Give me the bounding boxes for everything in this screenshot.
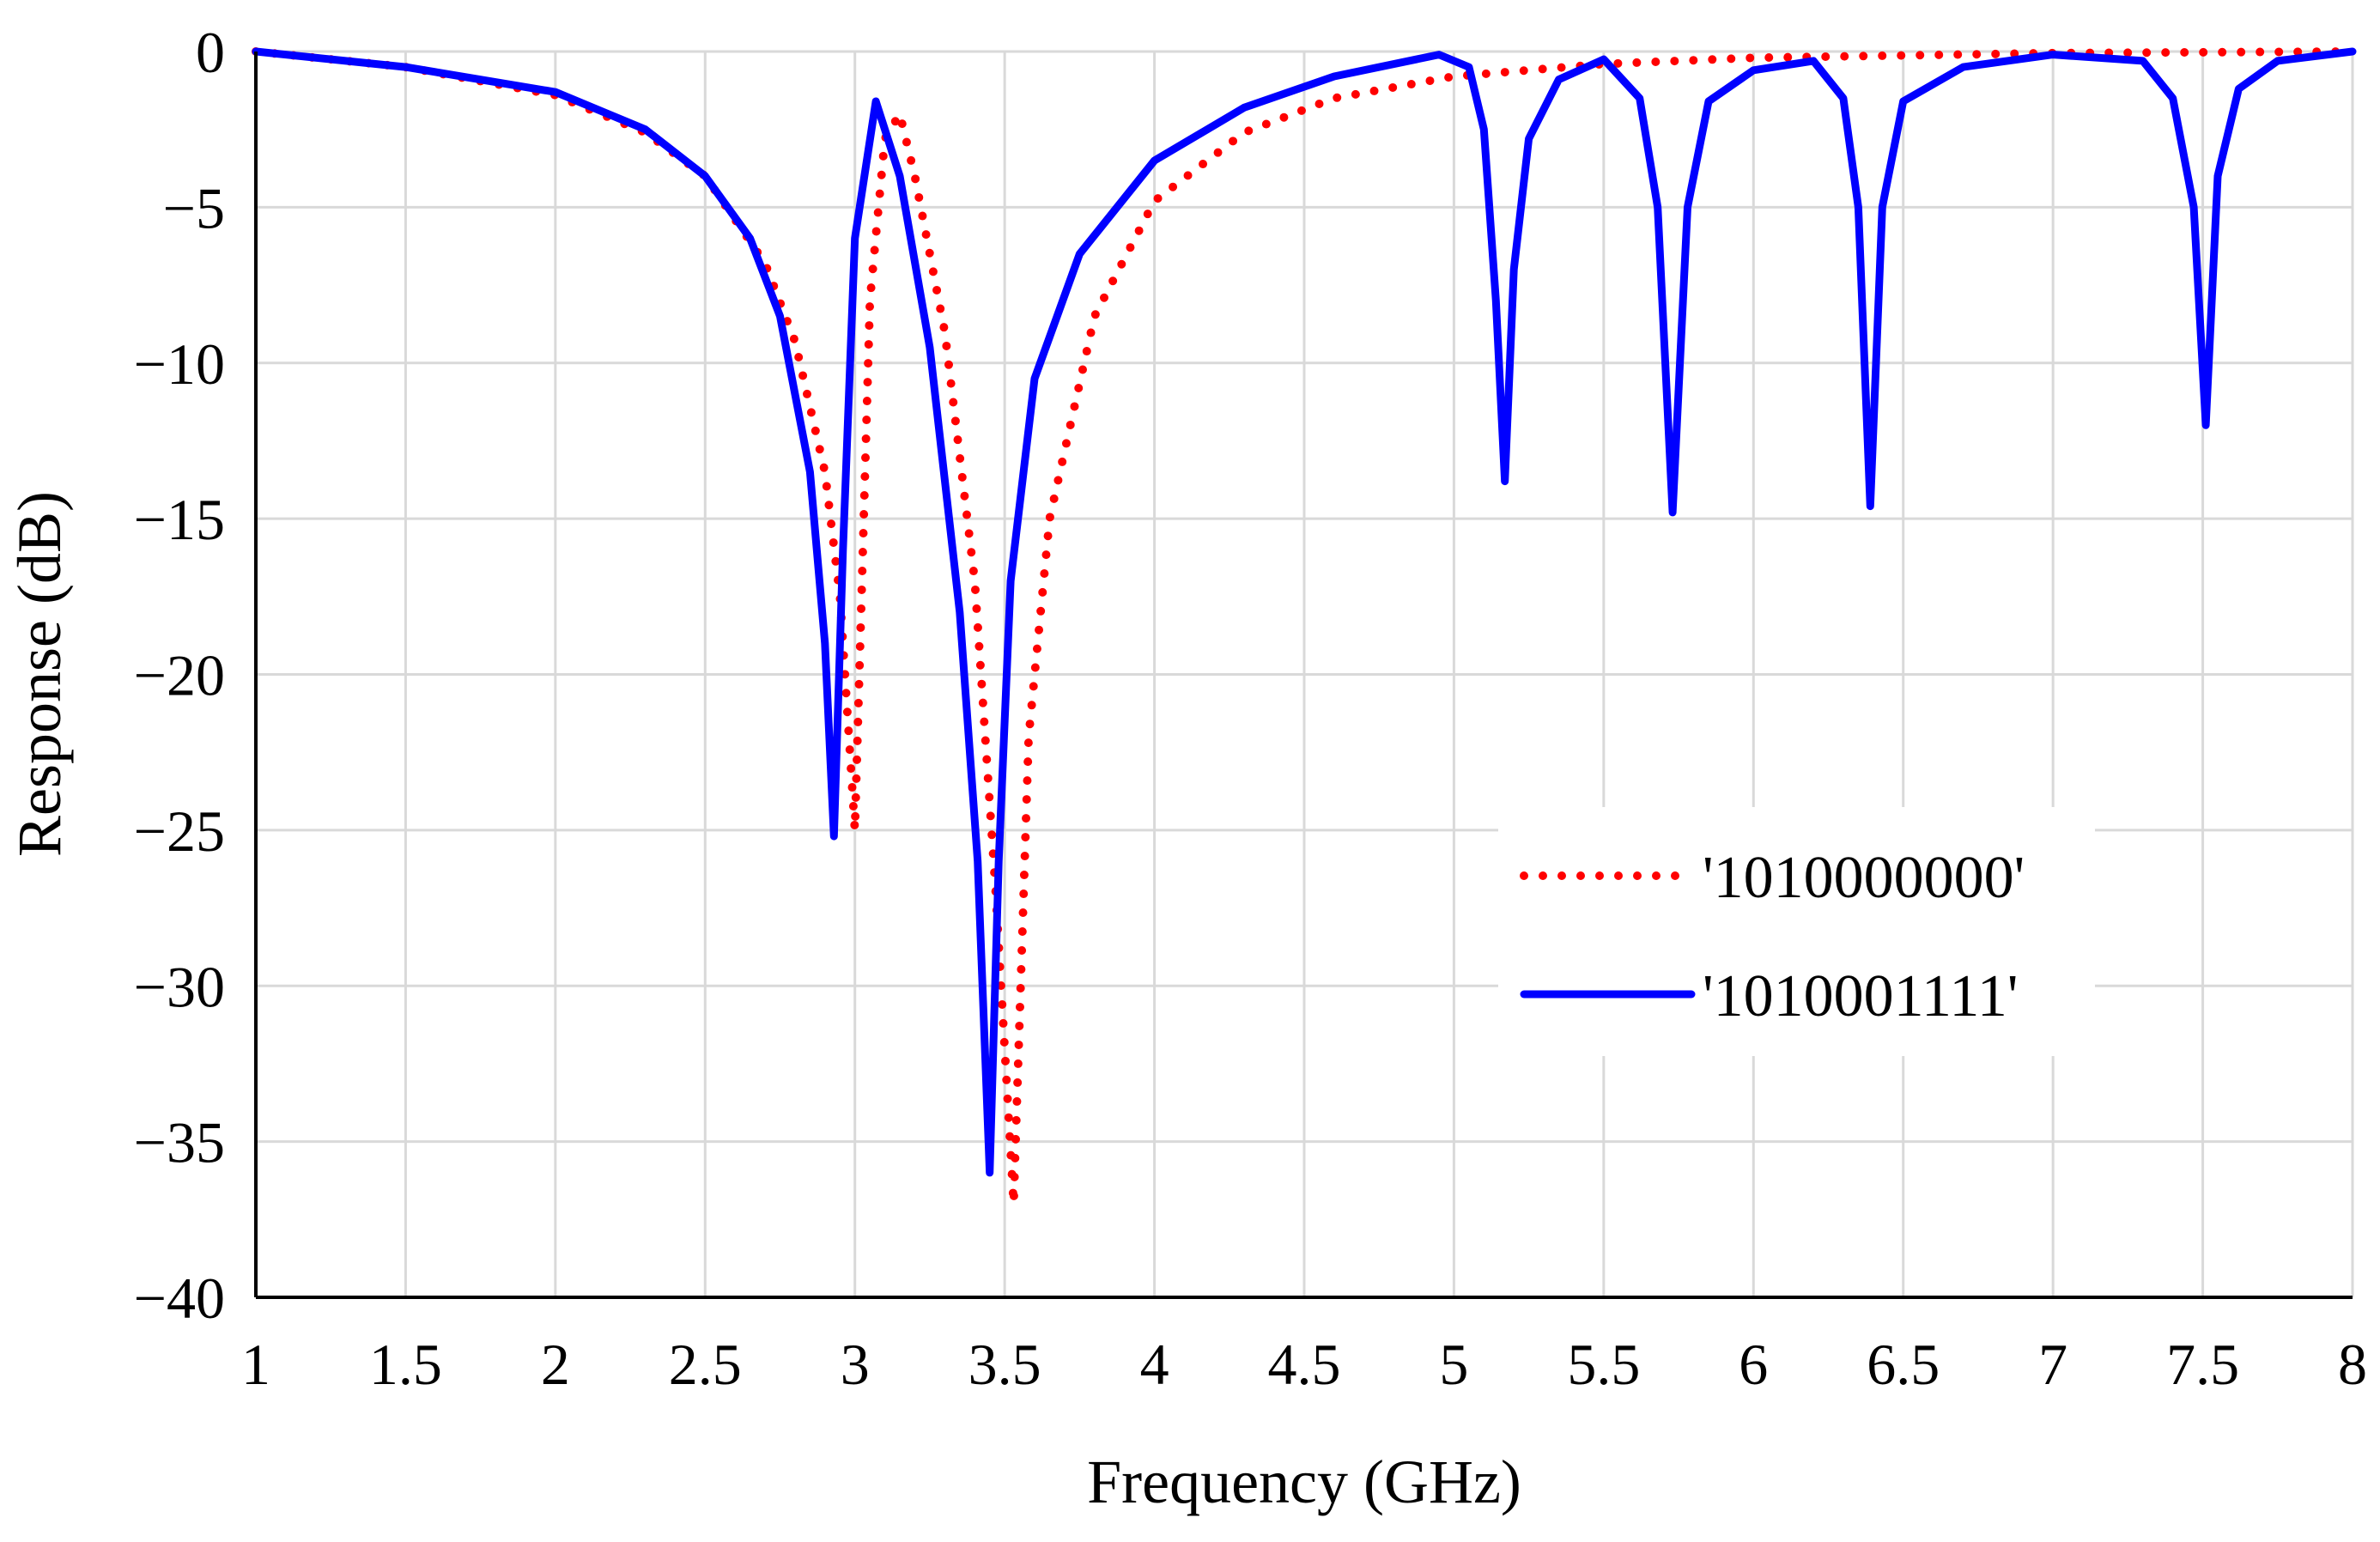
y-tick-label: −30: [134, 954, 225, 1019]
legend-label-1010000000: '1010000000': [1703, 845, 2025, 911]
axes: [254, 52, 2353, 1299]
y-tick-label: −15: [134, 487, 225, 552]
legend-background: [1498, 807, 2095, 1056]
legend: '1010000000' '1010001111': [1498, 807, 2095, 1056]
y-tick-label: −25: [134, 798, 225, 864]
x-tick-label: 1.5: [369, 1332, 442, 1397]
x-tick-label: 7.5: [2166, 1332, 2239, 1397]
y-tick-label: −5: [163, 175, 225, 240]
x-tick-label: 2.5: [669, 1332, 742, 1397]
x-axis-title: Frequency (GHz): [1087, 1448, 1521, 1516]
x-tick-label: 8: [2338, 1332, 2367, 1397]
legend-label-1010001111: '1010001111': [1703, 963, 2018, 1029]
series-line-1010001111: [252, 47, 2357, 1177]
x-tick-label: 5.5: [1567, 1332, 1640, 1397]
series-layer: [252, 47, 2357, 1209]
x-tick-label: 6.5: [1867, 1332, 1940, 1397]
x-tick-label: 3: [841, 1332, 870, 1397]
x-tick-label: 4: [1140, 1332, 1169, 1397]
y-tick-label: −35: [134, 1110, 225, 1175]
x-tick-label: 7: [2038, 1332, 2067, 1397]
x-tick-label: 3.5: [968, 1332, 1041, 1397]
y-tick-label: −10: [134, 331, 225, 397]
x-tick-label: 2: [541, 1332, 570, 1397]
x-tick-label: 1: [241, 1332, 270, 1397]
y-axis-title: Response (dB): [5, 491, 74, 857]
x-tick-label: 4.5: [1268, 1332, 1341, 1397]
y-tick-label: −40: [134, 1266, 225, 1331]
y-tick-label: 0: [196, 20, 225, 85]
x-tick-label: 6: [1739, 1332, 1768, 1397]
y-tick-label: −20: [134, 643, 225, 708]
x-tick-label: 5: [1439, 1332, 1468, 1397]
tick-labels: 1 1.5 2 2.5 3 3.5 4 4.5 5 5.5 6 6.5 7 7.5 8 0 −5 −10 −15 −2…: [134, 20, 2367, 1397]
